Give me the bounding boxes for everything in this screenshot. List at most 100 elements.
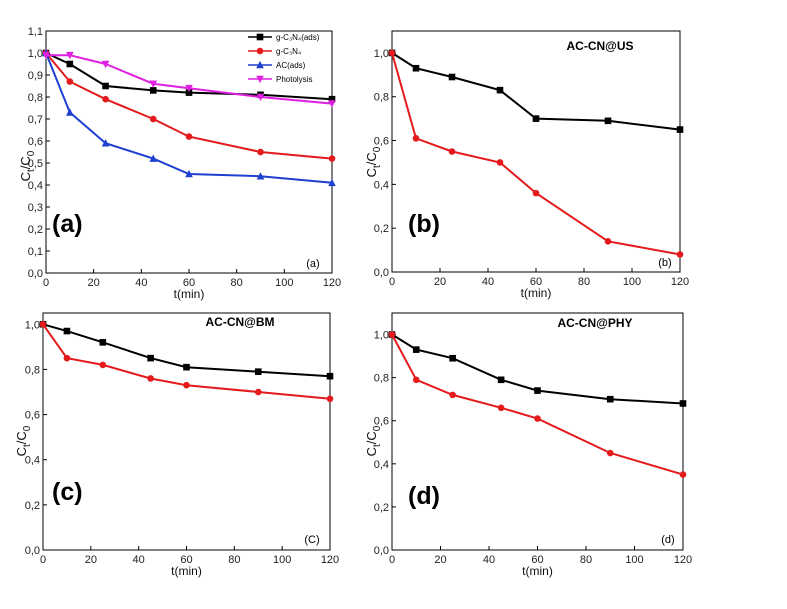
data-point <box>412 64 420 72</box>
y-tick-label: 0,6 <box>25 410 40 422</box>
x-tick-label: 20 <box>85 554 97 566</box>
data-point <box>102 82 109 90</box>
y-axis-label: Ct/C0 <box>14 425 33 456</box>
x-axis-label: t(min) <box>521 286 552 300</box>
y-axis-label-sep: /C <box>364 431 379 444</box>
data-point <box>534 387 541 394</box>
x-tick-label: 120 <box>321 554 339 566</box>
y-axis-label-sub: t <box>26 169 37 172</box>
data-point <box>185 169 193 178</box>
data-point <box>412 346 420 353</box>
panel-corner-label: (C) <box>304 534 319 546</box>
legend-marker <box>256 60 264 69</box>
y-axis-label-main: C <box>364 168 379 177</box>
data-point <box>449 354 456 362</box>
x-axis-label: t(min) <box>522 564 553 578</box>
x-tick-label: 20 <box>434 276 446 288</box>
x-tick-label: 60 <box>180 554 192 566</box>
y-axis-label-main: C <box>364 447 379 456</box>
y-tick-label: 1,0 <box>28 48 43 60</box>
data-point <box>149 154 158 162</box>
legend-label: AC(ads) <box>276 61 306 70</box>
x-axis-label: t(min) <box>174 287 205 301</box>
data-point <box>42 51 50 60</box>
y-tick-label: 0,2 <box>374 223 389 235</box>
panel-label: (c) <box>52 478 83 506</box>
y-axis-label-main: C <box>18 172 33 181</box>
x-tick-label: 120 <box>323 277 341 289</box>
x-tick-label: 100 <box>275 277 293 289</box>
data-point <box>679 400 687 407</box>
data-point <box>606 395 614 403</box>
data-point <box>66 78 74 85</box>
data-point <box>185 84 193 93</box>
data-point <box>185 133 193 140</box>
y-tick-label: 0,1 <box>28 246 43 258</box>
data-point <box>63 327 71 335</box>
y-tick-label: 0,6 <box>374 136 389 148</box>
y-tick-label: 0,0 <box>25 545 40 557</box>
y-tick-label: 0,4 <box>28 180 43 192</box>
y-tick-label: 0,0 <box>374 545 389 557</box>
x-tick-label: 80 <box>231 277 243 289</box>
y-tick-label: 0,4 <box>25 455 40 467</box>
y-axis-label-main: C <box>14 447 29 456</box>
data-point <box>254 388 262 396</box>
x-tick-label: 0 <box>40 554 46 566</box>
legend: g-C₃N₄(ads) g-C₃N₄ AC(ads) Photolysis <box>248 33 320 84</box>
y-tick-label: 0,8 <box>25 364 40 376</box>
data-point <box>448 73 456 81</box>
x-tick-label: 120 <box>671 276 689 288</box>
panel-title: AC-CN@US <box>566 39 633 53</box>
data-point <box>185 89 193 96</box>
x-tick-label: 100 <box>625 554 643 566</box>
y-tick-label: 0,6 <box>28 136 43 148</box>
x-tick-label: 80 <box>580 554 592 566</box>
data-point <box>448 148 456 155</box>
data-point <box>449 391 456 399</box>
x-tick-label: 60 <box>530 276 542 288</box>
panel-label: (b) <box>408 210 440 238</box>
data-point <box>676 126 684 133</box>
y-axis-label: Ct/C0 <box>364 146 383 177</box>
x-tick-label: 0 <box>389 276 395 288</box>
data-point <box>604 117 612 125</box>
x-tick-label: 20 <box>434 554 446 566</box>
data-point <box>326 372 334 380</box>
chart-panel-2: 0 20 40 60 80 100 120 0,0 0,2 0,4 0,6 0,8 1,0 t(min) C… <box>364 30 689 300</box>
data-point <box>328 100 336 108</box>
y-tick-label: 0,6 <box>374 416 389 428</box>
y-axis-label: Ct/C0 <box>18 150 37 181</box>
data-point <box>183 363 190 371</box>
y-tick-label: 1,0 <box>374 48 389 60</box>
y-axis-label-sub: 0 <box>372 425 383 431</box>
series-line <box>391 334 684 476</box>
y-axis-label: Ct/C0 <box>364 425 383 456</box>
data-point <box>39 320 47 328</box>
data-point <box>254 368 262 375</box>
legend-label: Photolysis <box>276 75 312 84</box>
data-point <box>532 115 540 122</box>
y-tick-label: 0,8 <box>374 92 389 104</box>
chart-panel-4: 0 20 40 60 80 100 120 0,0 0,2 0,4 0,6 0,8 1,0 t(min) C… <box>364 312 692 578</box>
y-tick-label: 0,4 <box>374 459 389 471</box>
legend-label: g-C₃N₄(ads) <box>276 33 320 42</box>
y-axis-label-sub: 0 <box>26 150 37 156</box>
data-point <box>66 108 74 116</box>
data-point <box>66 60 74 68</box>
x-tick-label: 20 <box>88 277 100 289</box>
y-tick-label: 0,2 <box>28 224 43 236</box>
legend-label: g-C₃N₄ <box>276 47 301 56</box>
x-tick-label: 0 <box>389 554 395 566</box>
data-point <box>101 139 110 147</box>
x-tick-label: 60 <box>531 554 543 566</box>
y-axis-label-sub: t <box>22 444 33 447</box>
data-point <box>388 331 396 338</box>
panel-label: (a) <box>52 210 83 238</box>
data-point <box>412 376 420 384</box>
y-tick-label: 1,1 <box>28 26 43 38</box>
data-point <box>256 172 265 180</box>
x-tick-label: 40 <box>135 277 147 289</box>
y-axis-label-sep: /C <box>18 156 33 169</box>
data-point <box>328 95 336 103</box>
